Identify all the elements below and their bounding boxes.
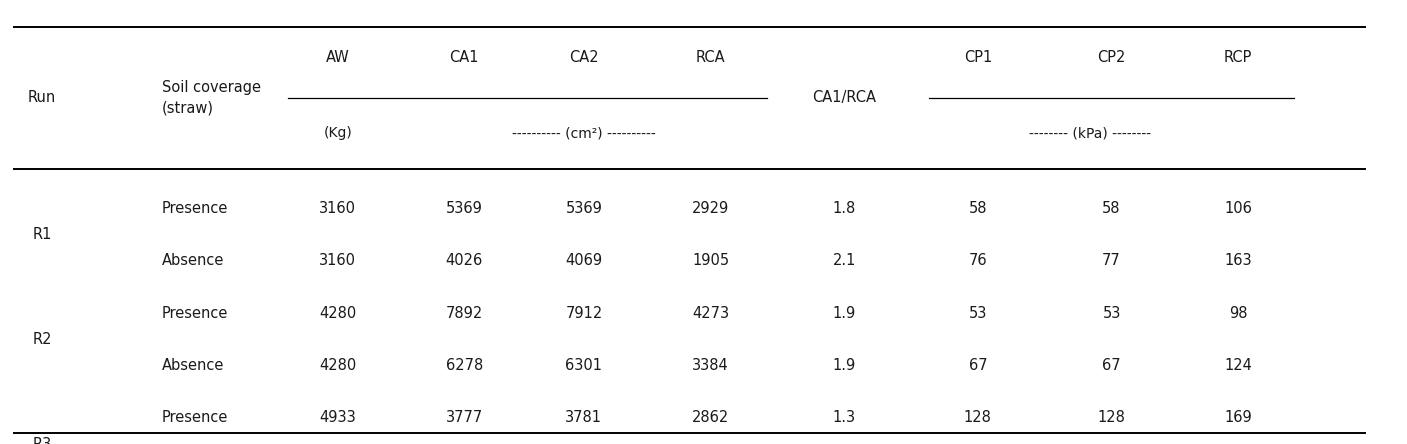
Text: Soil coverage
(straw): Soil coverage (straw) <box>162 80 260 115</box>
Text: 58: 58 <box>968 201 988 216</box>
Text: CA2: CA2 <box>568 50 599 65</box>
Text: 2.1: 2.1 <box>833 253 855 268</box>
Text: 4273: 4273 <box>692 305 729 321</box>
Text: Presence: Presence <box>162 201 228 216</box>
Text: 1.9: 1.9 <box>833 305 855 321</box>
Text: 2862: 2862 <box>692 410 729 425</box>
Text: 4280: 4280 <box>319 358 356 373</box>
Text: R1: R1 <box>32 227 52 242</box>
Text: 3160: 3160 <box>319 201 356 216</box>
Text: 53: 53 <box>968 305 988 321</box>
Text: 1.9: 1.9 <box>833 358 855 373</box>
Text: Absence: Absence <box>162 358 224 373</box>
Text: 1.8: 1.8 <box>833 201 855 216</box>
Text: 98: 98 <box>1228 305 1248 321</box>
Text: Presence: Presence <box>162 410 228 425</box>
Text: 58: 58 <box>1102 201 1121 216</box>
Text: CA1/RCA: CA1/RCA <box>812 90 877 105</box>
Text: 6278: 6278 <box>446 358 483 373</box>
Text: AW: AW <box>326 50 349 65</box>
Text: Presence: Presence <box>162 305 228 321</box>
Text: 4280: 4280 <box>319 305 356 321</box>
Text: 1905: 1905 <box>692 253 729 268</box>
Text: 163: 163 <box>1224 253 1252 268</box>
Text: 4933: 4933 <box>319 410 356 425</box>
Text: Absence: Absence <box>162 253 224 268</box>
Text: 128: 128 <box>964 410 992 425</box>
Text: Run: Run <box>28 90 56 105</box>
Text: 5369: 5369 <box>566 201 602 216</box>
Text: 169: 169 <box>1224 410 1252 425</box>
Text: 3384: 3384 <box>692 358 729 373</box>
Text: CP1: CP1 <box>964 50 992 65</box>
Text: R2: R2 <box>32 332 52 347</box>
Text: 128: 128 <box>1097 410 1126 425</box>
Text: 124: 124 <box>1224 358 1252 373</box>
Text: CP2: CP2 <box>1097 50 1126 65</box>
Text: 67: 67 <box>1102 358 1121 373</box>
Text: 1.3: 1.3 <box>833 410 855 425</box>
Text: R3: R3 <box>32 436 52 444</box>
Text: 3781: 3781 <box>566 410 602 425</box>
Text: -------- (kPa) --------: -------- (kPa) -------- <box>1030 126 1151 140</box>
Text: RCA: RCA <box>695 50 726 65</box>
Text: 5369: 5369 <box>446 201 483 216</box>
Text: ---------- (cm²) ----------: ---------- (cm²) ---------- <box>512 126 656 140</box>
Text: 7892: 7892 <box>446 305 483 321</box>
Text: 77: 77 <box>1102 253 1121 268</box>
Text: 67: 67 <box>968 358 988 373</box>
Text: 53: 53 <box>1102 305 1121 321</box>
Text: CA1: CA1 <box>450 50 478 65</box>
Text: 7912: 7912 <box>566 305 602 321</box>
Text: 4069: 4069 <box>566 253 602 268</box>
Text: 106: 106 <box>1224 201 1252 216</box>
Text: 6301: 6301 <box>566 358 602 373</box>
Text: RCP: RCP <box>1224 50 1252 65</box>
Text: 2929: 2929 <box>692 201 729 216</box>
Text: 76: 76 <box>968 253 988 268</box>
Text: 3777: 3777 <box>446 410 483 425</box>
Text: (Kg): (Kg) <box>324 126 352 140</box>
Text: 4026: 4026 <box>446 253 483 268</box>
Text: 3160: 3160 <box>319 253 356 268</box>
